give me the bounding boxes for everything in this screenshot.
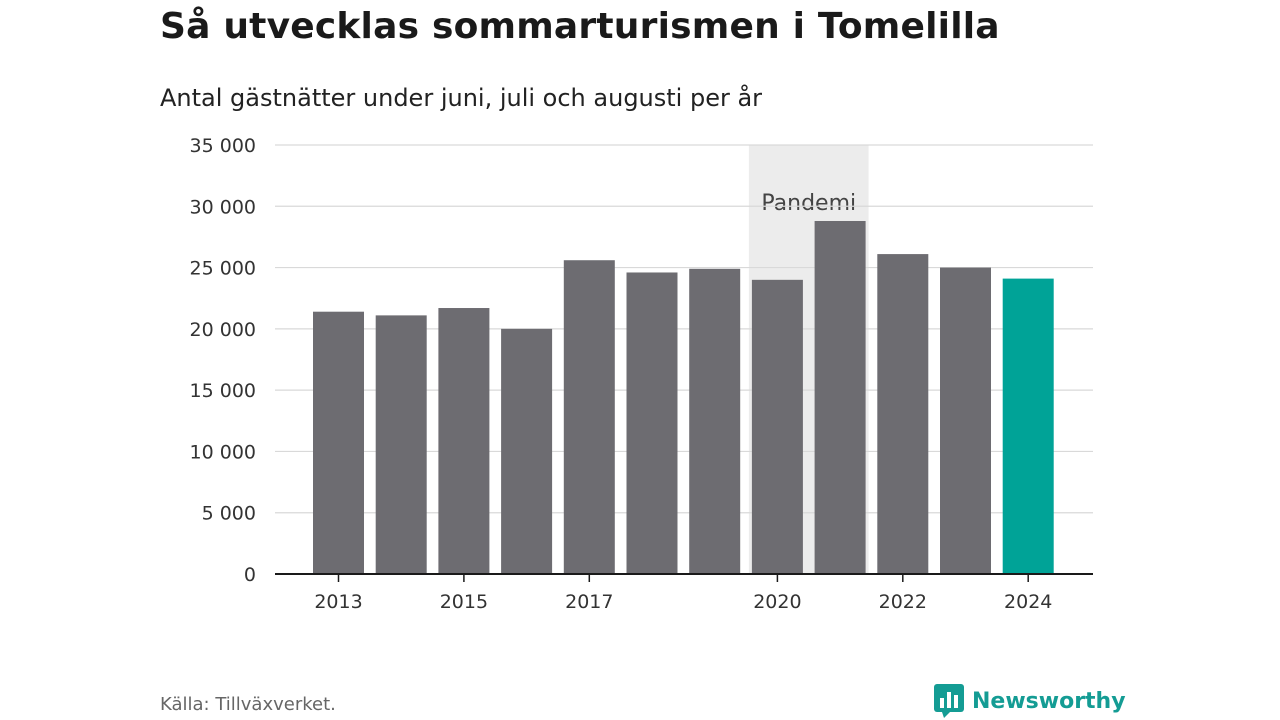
y-tick-label: 0 bbox=[244, 564, 256, 586]
bars bbox=[313, 220, 1054, 575]
bar bbox=[940, 267, 991, 574]
pandemic-label: Pandemi bbox=[761, 191, 856, 216]
axes: 2013 2015 2017 2020 2022 2024 bbox=[275, 573, 1093, 613]
bar bbox=[626, 272, 678, 574]
bar bbox=[689, 268, 741, 574]
x-tick-label: 2024 bbox=[1004, 591, 1052, 613]
bar bbox=[751, 279, 803, 574]
y-tick-label: 5 000 bbox=[202, 503, 256, 525]
bar bbox=[313, 311, 364, 574]
brand-name: Newsworthy bbox=[972, 688, 1126, 714]
chart-subtitle: Antal gästnätter under juni, juli och au… bbox=[160, 84, 763, 112]
x-tick-label: 2013 bbox=[314, 591, 362, 613]
bar bbox=[1002, 278, 1054, 574]
y-tick-label: 30 000 bbox=[190, 196, 256, 218]
chart-title: Så utvecklas sommarturismen i Tomelilla bbox=[160, 6, 1000, 47]
x-tick-label: 2015 bbox=[440, 591, 488, 613]
x-tick-label: 2020 bbox=[753, 591, 801, 613]
bar bbox=[814, 220, 866, 574]
brand-logo[interactable]: Newsworthy bbox=[934, 684, 1126, 718]
y-tick-label: 35 000 bbox=[190, 135, 256, 157]
bar bbox=[438, 308, 490, 574]
bar bbox=[877, 254, 929, 575]
x-tick-label: 2017 bbox=[565, 591, 613, 613]
bar-chart-logo-icon bbox=[934, 684, 964, 718]
y-tick-label: 15 000 bbox=[190, 380, 256, 402]
bar bbox=[375, 315, 427, 574]
y-tick-label: 25 000 bbox=[190, 258, 256, 280]
x-tick-label: 2022 bbox=[879, 591, 927, 613]
bar bbox=[563, 260, 615, 574]
y-tick-label: 20 000 bbox=[190, 319, 256, 341]
bar bbox=[501, 328, 553, 574]
source-note: Källa: Tillväxverket. bbox=[160, 694, 336, 715]
bar-chart: Pandemi 0 5 000 10 000 15 000 20 000 25 000 30… bbox=[190, 135, 1093, 613]
y-tick-label: 10 000 bbox=[190, 441, 256, 463]
